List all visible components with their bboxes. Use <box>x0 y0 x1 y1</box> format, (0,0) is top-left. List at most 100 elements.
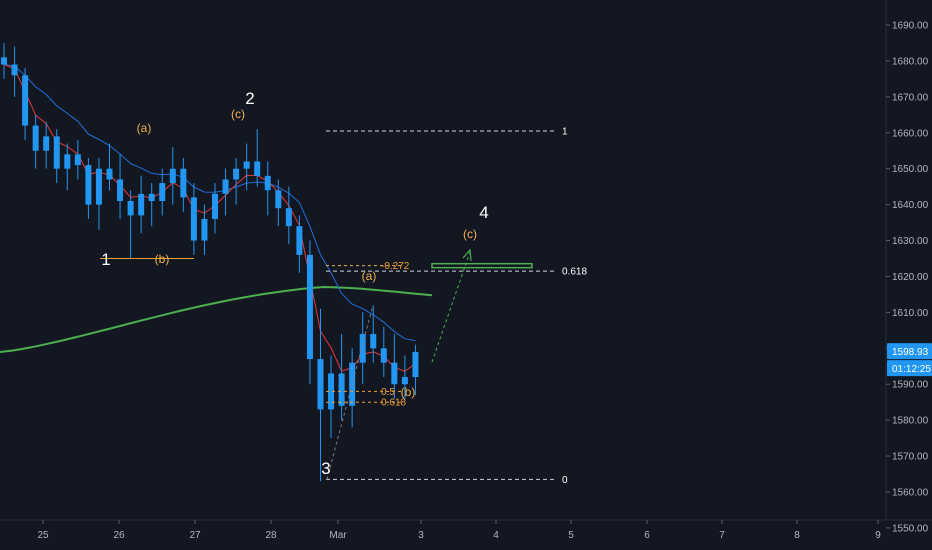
candle-body <box>264 175 271 191</box>
wave-label: 2 <box>245 89 254 108</box>
candle-body <box>148 193 155 202</box>
candle <box>412 344 419 396</box>
y-tick-label: 1560.00 <box>892 488 929 499</box>
candle <box>148 183 155 227</box>
x-tick-label: Mar <box>329 530 347 541</box>
x-tick-label: 8 <box>794 530 800 541</box>
candle <box>380 326 387 378</box>
x-tick-label: 26 <box>113 530 125 541</box>
candle <box>32 114 39 169</box>
candle-body <box>64 154 71 169</box>
candle <box>127 190 134 259</box>
candle <box>359 312 366 385</box>
mid-moving-average-line <box>3 64 416 342</box>
candle <box>317 308 324 482</box>
candle <box>212 183 218 234</box>
fast-moving-average-line <box>3 64 416 372</box>
candle-body <box>285 208 292 227</box>
candle <box>43 121 50 169</box>
y-tick-label: 1620.00 <box>892 272 929 283</box>
x-tick-label: 4 <box>493 530 499 541</box>
candle-body <box>401 377 408 385</box>
candle-body <box>11 64 18 76</box>
candle-body <box>43 136 50 151</box>
wave-label: (b) <box>401 385 416 399</box>
candle <box>159 168 166 216</box>
candle <box>401 355 408 399</box>
candle-body <box>1 57 7 65</box>
wave-label: 4 <box>479 203 488 222</box>
candle <box>117 154 124 219</box>
candle-body <box>391 362 398 385</box>
candle-body <box>275 190 282 209</box>
candle <box>64 143 71 191</box>
fib-inner-label: 0.618 <box>381 398 406 409</box>
y-tick-label: 1650.00 <box>892 164 929 175</box>
fib-inner-label: -0.272 <box>381 261 410 272</box>
projection-arrow-line <box>431 251 471 363</box>
candle-body <box>243 161 250 169</box>
candle <box>285 186 292 245</box>
candle-body <box>106 168 113 180</box>
projection-arrow-head <box>462 248 472 262</box>
candle <box>222 168 229 216</box>
candle <box>95 157 102 230</box>
y-tick-label: 1670.00 <box>892 92 929 103</box>
candle-body <box>138 193 145 216</box>
candle-body <box>233 168 240 180</box>
candle-body <box>180 168 187 198</box>
moving-averages <box>0 64 433 372</box>
candle-body <box>296 226 303 255</box>
x-tick-label: 3 <box>418 530 424 541</box>
fib-level-label: 1 <box>562 126 568 137</box>
wave-label: (b) <box>155 252 170 266</box>
candle <box>106 143 113 191</box>
x-tick-label: 27 <box>189 530 201 541</box>
y-tick-label: 1590.00 <box>892 380 929 391</box>
candle-body <box>212 193 218 219</box>
candle-body <box>22 75 29 126</box>
candle <box>275 179 282 227</box>
candle <box>1 42 7 79</box>
candle-body <box>74 154 81 166</box>
candle-body <box>190 197 197 241</box>
wave-label: 3 <box>321 459 330 478</box>
candle <box>74 139 81 180</box>
candle <box>169 147 176 205</box>
candle <box>201 204 208 255</box>
wave-label: (c) <box>231 107 245 121</box>
wave-annotations: 1 2 3 4 (a) (b) (c) (a) (b) (c) <box>100 89 533 478</box>
fib-level-label: 0 <box>562 475 568 486</box>
candle <box>138 175 145 234</box>
candle <box>243 143 250 191</box>
y-tick-label: 1570.00 <box>892 452 929 463</box>
last-price-label: 1598.93 <box>892 347 929 358</box>
candle-body <box>306 254 313 360</box>
candle <box>296 215 303 273</box>
x-tick-label: 28 <box>265 530 277 541</box>
candle-body <box>85 165 92 205</box>
candle <box>338 333 345 421</box>
y-tick-label: 1660.00 <box>892 128 929 139</box>
fib-inner-label: 0.5 <box>381 387 395 398</box>
candle <box>22 68 29 140</box>
x-tick-label: 25 <box>37 530 49 541</box>
y-tick-label: 1680.00 <box>892 56 929 67</box>
candle <box>254 129 261 187</box>
candle-body <box>53 136 60 169</box>
y-tick-label: 1690.00 <box>892 21 929 32</box>
wave-label: (c) <box>463 227 477 241</box>
candle <box>306 240 313 385</box>
last-price-badge <box>887 343 932 360</box>
candle-body <box>370 333 377 349</box>
candle-body <box>159 183 166 202</box>
candle <box>391 333 398 399</box>
candle <box>180 157 187 212</box>
x-tick-label: 6 <box>644 530 650 541</box>
slow-moving-average-line <box>0 285 433 353</box>
candle <box>328 355 335 439</box>
candle-body <box>95 168 102 205</box>
